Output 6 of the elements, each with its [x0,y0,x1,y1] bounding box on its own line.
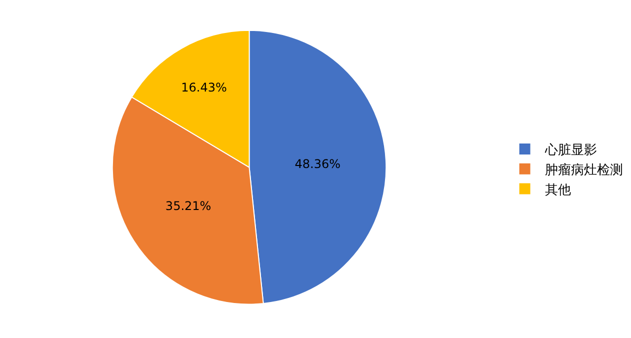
legend-label: 心脏显影 [544,142,597,158]
legend-label: 其他 [544,182,571,198]
data-label: 35.21% [165,199,212,214]
data-label: 16.43% [181,80,227,95]
data-label: 48.36% [294,156,341,171]
legend-label: 肿瘤病灶检测 [544,162,623,178]
